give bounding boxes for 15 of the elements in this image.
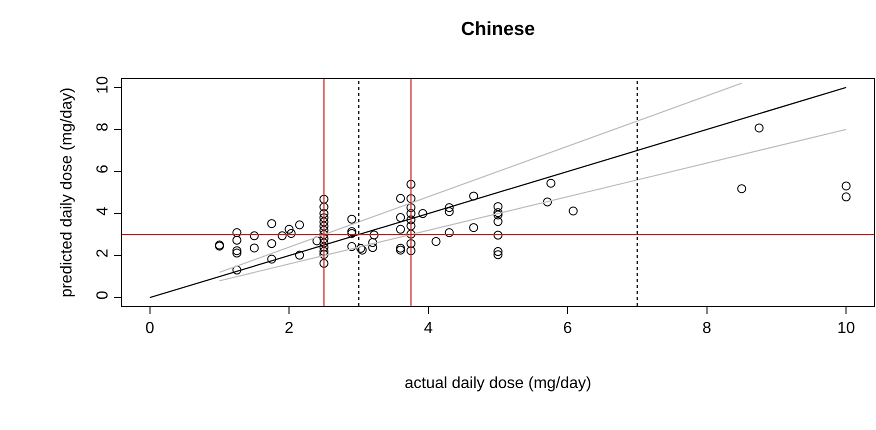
y-tick-label: 10 xyxy=(94,76,112,94)
x-tick-label: 10 xyxy=(837,320,856,338)
x-tick-label: 8 xyxy=(702,320,712,338)
x-tick-label: 4 xyxy=(424,320,433,338)
y-tick-label: 8 xyxy=(94,122,112,132)
x-tick-label: 0 xyxy=(145,320,154,338)
y-tick-label: 0 xyxy=(94,290,112,300)
chart-title: Chinese xyxy=(461,18,535,40)
x-axis-title: actual daily dose (mg/day) xyxy=(404,374,592,392)
x-tick-label: 6 xyxy=(563,320,572,338)
x-tick-label: 2 xyxy=(284,320,294,338)
y-tick-label: 4 xyxy=(94,206,112,216)
y-axis-title: predicted daily dose (mg/day) xyxy=(58,88,76,298)
y-tick-label: 6 xyxy=(94,164,112,174)
y-tick-label: 2 xyxy=(94,248,112,258)
